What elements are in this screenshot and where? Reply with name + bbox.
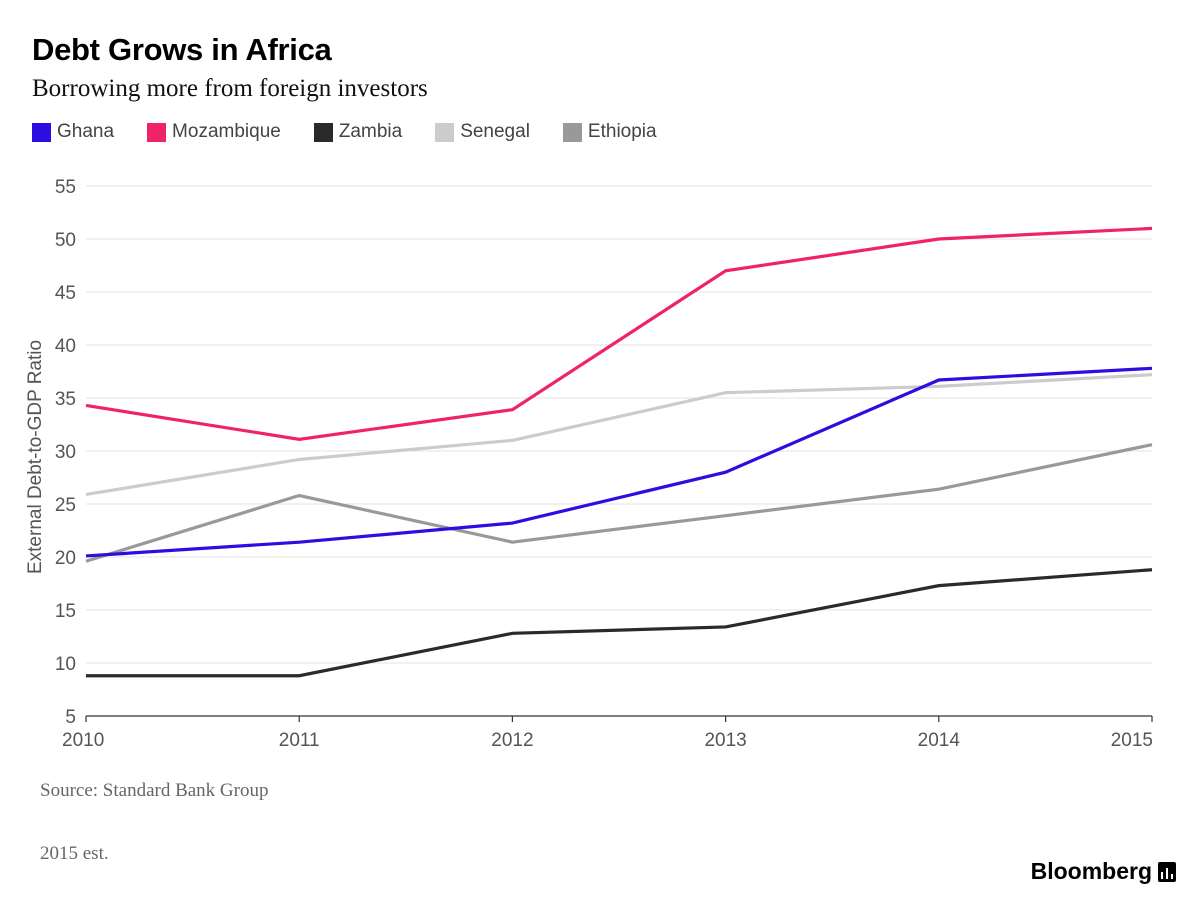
x-tick-label: 2011 — [279, 730, 320, 751]
legend-label: Senegal — [460, 121, 530, 142]
legend-label: Ethiopia — [587, 121, 657, 142]
series-line-zambia — [86, 568, 1153, 678]
y-tick-label: 15 — [55, 601, 76, 622]
y-tick-label: 35 — [55, 389, 76, 410]
legend-swatch — [147, 122, 167, 142]
legend-swatch — [32, 122, 51, 142]
legend-label: Mozambique — [172, 121, 281, 142]
series-line-mozambique — [85, 226, 1153, 441]
x-tick-label: 2013 — [704, 730, 746, 751]
y-tick-label: 20 — [55, 548, 76, 569]
series-line-senegal — [85, 373, 1153, 497]
bloomberg-terminal-icon — [1158, 861, 1176, 882]
legend-swatch — [313, 122, 333, 142]
series-line-ghana — [85, 366, 1153, 558]
estimate-note: 2015 est. — [40, 843, 109, 864]
y-tick-label: 50 — [55, 230, 76, 251]
series-line-ethiopia — [85, 443, 1153, 563]
legend-swatch — [435, 122, 455, 142]
y-axis-label: External Debt-to-GDP Ratio — [25, 340, 46, 574]
legend-item-ethiopia: Ethiopia — [562, 121, 657, 143]
legend-item-ghana: Ghana — [32, 121, 114, 143]
legend-item-senegal: Senegal — [435, 121, 530, 143]
legend-label: Ghana — [57, 121, 115, 142]
y-tick-label: 45 — [55, 283, 76, 304]
y-tick-label: 5 — [65, 707, 76, 728]
legend-item-mozambique: Mozambique — [147, 121, 281, 143]
legend-swatch — [562, 122, 582, 142]
legend-item-zambia: Zambia — [313, 121, 403, 143]
chart-subtitle: Borrowing more from foreign investors — [32, 75, 428, 102]
y-tick-label: 40 — [55, 336, 76, 357]
brand-name: Bloomberg — [1030, 858, 1152, 884]
y-tick-label: 10 — [55, 654, 76, 675]
bloomberg-logo: Bloomberg — [1031, 858, 1176, 885]
x-tick-label: 2010 — [62, 730, 104, 751]
x-tick-label: 2015 — [1111, 730, 1153, 751]
source-note: Source: Standard Bank Group — [40, 780, 269, 801]
y-tick-label: 55 — [55, 177, 76, 198]
chart-title: Debt Grows in Africa — [32, 32, 332, 67]
y-tick-label: 25 — [55, 495, 76, 516]
x-tick-label: 2012 — [491, 730, 533, 751]
legend: Ghana Mozambique Zambia Senegal Ethiopia — [32, 121, 690, 143]
legend-label: Zambia — [338, 121, 403, 142]
x-tick-label: 2014 — [918, 730, 961, 751]
y-tick-label: 30 — [55, 442, 76, 463]
